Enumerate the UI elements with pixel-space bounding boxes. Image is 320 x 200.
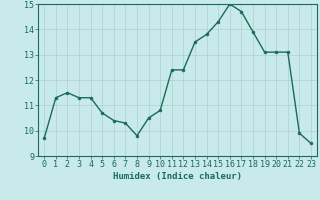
X-axis label: Humidex (Indice chaleur): Humidex (Indice chaleur) [113,172,242,181]
